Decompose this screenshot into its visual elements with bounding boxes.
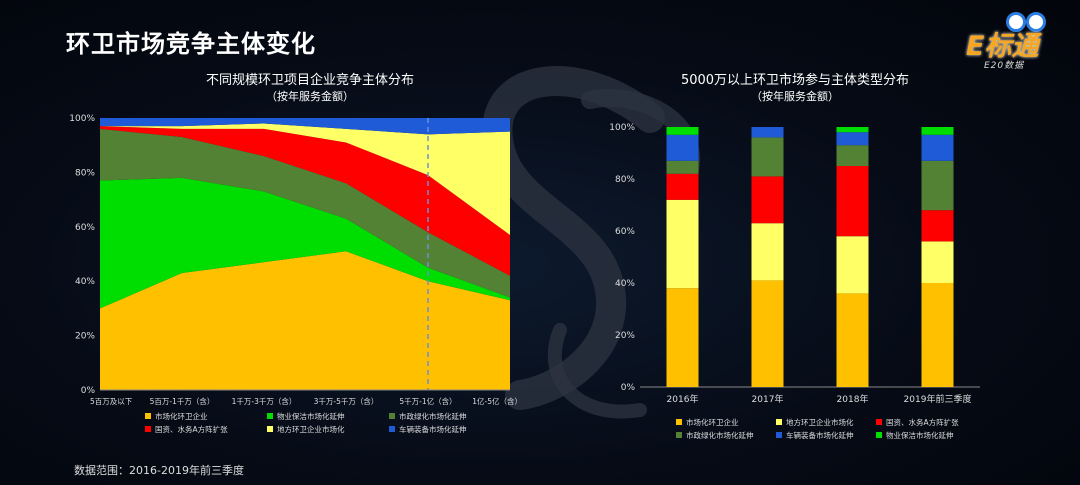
chart2-legend-label: 国资、水务A方阵扩张 bbox=[886, 417, 959, 427]
chart2-bar-seg-2-1 bbox=[836, 236, 869, 294]
chart1-legend-label: 车辆装备市场化延伸 bbox=[399, 424, 467, 434]
chart1-xtick: 5千万-1亿（含） bbox=[399, 396, 456, 406]
chart2-legend-label: 物业保洁市场化延伸 bbox=[886, 430, 954, 440]
chart2-bar-seg-2-0 bbox=[836, 293, 869, 387]
chart2-ytick: 40% bbox=[615, 279, 635, 289]
chart1-legend-swatch bbox=[267, 426, 273, 432]
chart1-xtick: 1千万-3千万（含） bbox=[232, 396, 297, 406]
chart1-title: 不同规模环卫项目企业竞争主体分布 bbox=[206, 72, 414, 88]
logo-left-eye-icon bbox=[1006, 12, 1026, 32]
chart2-bar-seg-1-1 bbox=[751, 223, 784, 281]
chart1-legend-label: 国资、水务A方阵扩张 bbox=[155, 424, 228, 434]
chart2-bar-seg-2-4 bbox=[836, 132, 869, 146]
chart2-title: 5000万以上环卫市场参与主体类型分布 bbox=[681, 72, 909, 88]
chart1-legend-swatch bbox=[389, 413, 395, 419]
chart-area-by-project-scale: 不同规模环卫项目企业竞争主体分布 （按年服务金额） 0% 20% 40% 60% 80%… bbox=[70, 72, 522, 434]
chart2-bar-seg-3-1 bbox=[921, 241, 954, 283]
chart1-legend-label: 地方环卫企业市场化 bbox=[277, 424, 345, 434]
chart2-xtick: 2018年 bbox=[837, 393, 869, 405]
chart2-legend-swatch bbox=[776, 419, 782, 425]
chart2-bar-seg-3-3 bbox=[921, 160, 954, 211]
chart2-xtick: 2017年 bbox=[752, 393, 784, 405]
chart2-ytick: 20% bbox=[615, 331, 635, 341]
chart2-legend-swatch bbox=[676, 419, 682, 425]
chart1-area-1 bbox=[100, 177, 510, 309]
chart2-bar-seg-2-2 bbox=[836, 166, 869, 237]
chart2-bar-seg-1-3 bbox=[751, 137, 784, 177]
chart2-bar-seg-3-4 bbox=[921, 134, 954, 161]
chart1-ytick: 0% bbox=[81, 386, 96, 396]
chart2-bar-seg-3-5 bbox=[921, 127, 954, 135]
chart2-ytick: 100% bbox=[610, 123, 635, 133]
chart1-xtick: 5百万-1千万（含） bbox=[150, 396, 215, 406]
logo-right-eye-icon bbox=[1026, 12, 1046, 32]
chart2-legend-swatch bbox=[876, 419, 882, 425]
data-range-note: 数据范围：2016-2019年前三季度 bbox=[74, 464, 244, 477]
chart1-ytick: 20% bbox=[75, 332, 95, 342]
chart2-ytick: 80% bbox=[615, 175, 635, 185]
chart1-ytick: 60% bbox=[75, 223, 95, 233]
chart2-ytick: 60% bbox=[615, 227, 635, 237]
page-title: 环卫市场竞争主体变化 bbox=[66, 30, 316, 58]
chart2-bar-seg-2-5 bbox=[836, 127, 869, 133]
chart2-bar-seg-0-1 bbox=[666, 199, 699, 289]
chart1-ytick: 40% bbox=[75, 277, 95, 287]
chart1-ytick: 80% bbox=[75, 168, 95, 178]
chart1-area-4 bbox=[100, 123, 510, 235]
chart1-legend-swatch bbox=[267, 413, 273, 419]
chart1-ytick: 100% bbox=[70, 114, 95, 124]
chart1-legend-swatch bbox=[389, 426, 395, 432]
chart2-bar-seg-0-4 bbox=[666, 134, 699, 161]
chart1-subtitle: （按年服务金额） bbox=[266, 89, 354, 103]
chart2-bar-seg-0-3 bbox=[666, 160, 699, 174]
logo-brand: E标通 bbox=[966, 31, 1039, 62]
chart2-bar-seg-1-2 bbox=[751, 176, 784, 224]
chart2-legend-label: 市场化环卫企业 bbox=[686, 417, 739, 427]
chart1-legend-swatch bbox=[145, 413, 151, 419]
chart2-bar-seg-2-3 bbox=[836, 145, 869, 166]
chart2-bar-seg-1-0 bbox=[751, 280, 784, 387]
chart2-bar-seg-3-2 bbox=[921, 210, 954, 242]
chart2-legend-label: 市政绿化市场化延伸 bbox=[686, 430, 754, 440]
chart2-xtick: 2016年 bbox=[667, 393, 699, 405]
chart2-legend-swatch bbox=[776, 432, 782, 438]
chart-bar-over-50m: 5000万以上环卫市场参与主体类型分布 （按年服务金额） 0% 20% 40% 60%… bbox=[610, 72, 980, 440]
chart1-xtick: 1亿-5亿（含） bbox=[472, 396, 522, 406]
chart2-legend-swatch bbox=[676, 432, 682, 438]
chart2-legend-label: 车辆装备市场化延伸 bbox=[786, 430, 854, 440]
chart2-ytick: 0% bbox=[621, 383, 636, 393]
chart1-xtick: 5百万及以下 bbox=[90, 397, 133, 406]
e20-logo: E标通 E20数据 bbox=[962, 10, 1062, 71]
chart2-xtick: 2019年前三季度 bbox=[904, 393, 972, 405]
chart1-legend-label: 物业保洁市场化延伸 bbox=[277, 411, 345, 421]
chart2-subtitle: （按年服务金额） bbox=[751, 89, 839, 103]
chart2-bar-seg-0-0 bbox=[666, 288, 699, 387]
chart2-bar-seg-0-5 bbox=[666, 127, 699, 135]
chart1-legend-label: 市政绿化市场化延伸 bbox=[399, 411, 467, 421]
chart2-bar-seg-3-0 bbox=[921, 283, 954, 387]
chart1-area-2 bbox=[100, 128, 510, 298]
chart2-legend-label: 地方环卫企业市场化 bbox=[786, 417, 854, 427]
chart1-xtick: 3千万-5千万（含） bbox=[314, 396, 379, 406]
chart1-area-0 bbox=[100, 251, 510, 390]
chart2-legend-swatch bbox=[876, 432, 882, 438]
chart1-area-5 bbox=[100, 118, 510, 135]
chart2-bar-seg-0-2 bbox=[666, 173, 699, 200]
logo-sub: E20数据 bbox=[984, 61, 1025, 71]
chart2-bar-seg-1-4 bbox=[751, 127, 784, 138]
chart1-legend-label: 市场化环卫企业 bbox=[155, 411, 208, 421]
chart1-legend-swatch bbox=[145, 426, 151, 432]
